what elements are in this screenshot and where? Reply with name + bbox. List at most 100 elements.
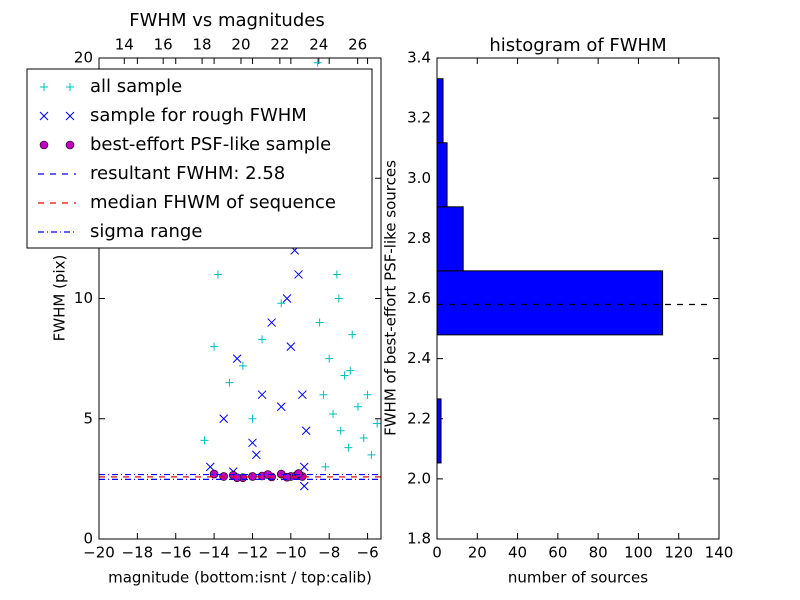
x-tick-label: 40 bbox=[508, 544, 527, 562]
bar bbox=[437, 206, 464, 272]
point bbox=[299, 462, 309, 472]
top-tick-label: 18 bbox=[193, 36, 212, 54]
point bbox=[353, 402, 362, 411]
y-tick-label: 0 bbox=[83, 530, 93, 548]
point bbox=[267, 318, 277, 327]
axes-frame bbox=[436, 57, 720, 540]
legend-label: sigma range bbox=[90, 221, 202, 242]
x-tick-label: 0 bbox=[432, 544, 442, 562]
point bbox=[257, 390, 267, 400]
y-tick-label: 3.2 bbox=[407, 109, 431, 127]
legend-label: resultant FWHM: 2.58 bbox=[90, 163, 285, 184]
legend-marker bbox=[39, 111, 49, 121]
point bbox=[297, 390, 307, 400]
x-tick-label: −10 bbox=[275, 544, 307, 562]
point bbox=[248, 438, 257, 448]
point bbox=[200, 436, 209, 445]
point bbox=[205, 462, 215, 472]
point bbox=[332, 270, 341, 279]
y-tick-label: 2.6 bbox=[407, 289, 431, 307]
point bbox=[213, 270, 222, 279]
point bbox=[258, 335, 267, 344]
point bbox=[329, 409, 338, 418]
point bbox=[248, 414, 257, 423]
y-tick-label: 20 bbox=[74, 49, 93, 67]
legend-label: sample for rough FWHM bbox=[90, 105, 307, 126]
point bbox=[373, 419, 381, 428]
legend-label: all sample bbox=[90, 76, 182, 97]
point bbox=[232, 354, 242, 363]
point bbox=[346, 366, 355, 375]
plot-area bbox=[437, 78, 711, 464]
x-tick-label: −8 bbox=[318, 544, 340, 562]
legend-marker bbox=[39, 140, 49, 150]
bar bbox=[437, 270, 664, 336]
legend-marker bbox=[40, 83, 48, 91]
top-tick-label: 24 bbox=[309, 36, 328, 54]
x-tick-label: 60 bbox=[548, 544, 567, 562]
x-tick-label: −12 bbox=[237, 544, 269, 562]
point bbox=[344, 443, 353, 452]
left-title: FWHM vs magnitudes bbox=[129, 10, 324, 31]
x-tick-label: 120 bbox=[664, 544, 693, 562]
y-tick-label: 10 bbox=[74, 289, 93, 307]
point bbox=[210, 342, 219, 351]
legend bbox=[26, 68, 373, 249]
y-tick-label: 2.8 bbox=[407, 229, 431, 247]
point bbox=[315, 318, 324, 327]
point bbox=[294, 469, 303, 478]
point bbox=[367, 450, 376, 459]
point bbox=[325, 354, 334, 363]
x-tick-label: 80 bbox=[589, 544, 608, 562]
top-tick-label: 16 bbox=[154, 36, 173, 54]
right-xlabel: number of sources bbox=[508, 569, 648, 587]
legend-marker bbox=[65, 140, 75, 150]
legend-marker bbox=[66, 83, 74, 91]
x-tick-label: −16 bbox=[160, 544, 192, 562]
y-tick-label: 2.2 bbox=[407, 409, 431, 427]
point bbox=[301, 426, 311, 436]
y-tick-label: 3.0 bbox=[407, 169, 431, 187]
bar bbox=[437, 142, 448, 208]
top-tick-label: 26 bbox=[348, 36, 367, 54]
point bbox=[282, 294, 292, 303]
x-tick-label: 100 bbox=[624, 544, 653, 562]
x-tick-label: −6 bbox=[357, 544, 379, 562]
point bbox=[286, 342, 296, 351]
point bbox=[277, 299, 286, 308]
y-tick-label: 2.0 bbox=[407, 469, 431, 487]
top-tick-label: 14 bbox=[115, 36, 134, 54]
point bbox=[363, 390, 372, 399]
y-tick-label: 5 bbox=[83, 409, 93, 427]
x-tick-label: 20 bbox=[468, 544, 487, 562]
y-tick-label: 3.4 bbox=[407, 49, 431, 67]
point bbox=[348, 330, 357, 339]
point bbox=[319, 390, 328, 399]
x-tick-label: 140 bbox=[705, 544, 734, 562]
bar bbox=[437, 78, 444, 144]
point bbox=[232, 473, 242, 482]
point bbox=[321, 462, 330, 471]
top-tick-label: 22 bbox=[270, 36, 289, 54]
axes-frame bbox=[98, 57, 382, 540]
point bbox=[251, 450, 261, 460]
bar bbox=[437, 398, 442, 464]
point bbox=[336, 426, 345, 435]
point bbox=[313, 58, 322, 67]
legend-label: median FHWM of sequence bbox=[90, 192, 336, 213]
x-tick-label: −18 bbox=[122, 544, 154, 562]
y-tick-label: 2.4 bbox=[407, 349, 431, 367]
point bbox=[294, 270, 303, 279]
legend-marker bbox=[65, 111, 75, 121]
point bbox=[238, 361, 247, 370]
point bbox=[299, 481, 309, 491]
right-title: histogram of FWHM bbox=[489, 35, 666, 56]
x-tick-label: −20 bbox=[83, 544, 115, 562]
point bbox=[219, 414, 229, 424]
y-tick-label: 1.8 bbox=[407, 530, 431, 548]
point bbox=[340, 371, 349, 380]
x-tick-label: −14 bbox=[198, 544, 230, 562]
point bbox=[225, 378, 234, 387]
top-tick-label: 20 bbox=[231, 36, 250, 54]
left-xlabel: magnitude (bottom:isnt / top:calib) bbox=[108, 569, 372, 587]
